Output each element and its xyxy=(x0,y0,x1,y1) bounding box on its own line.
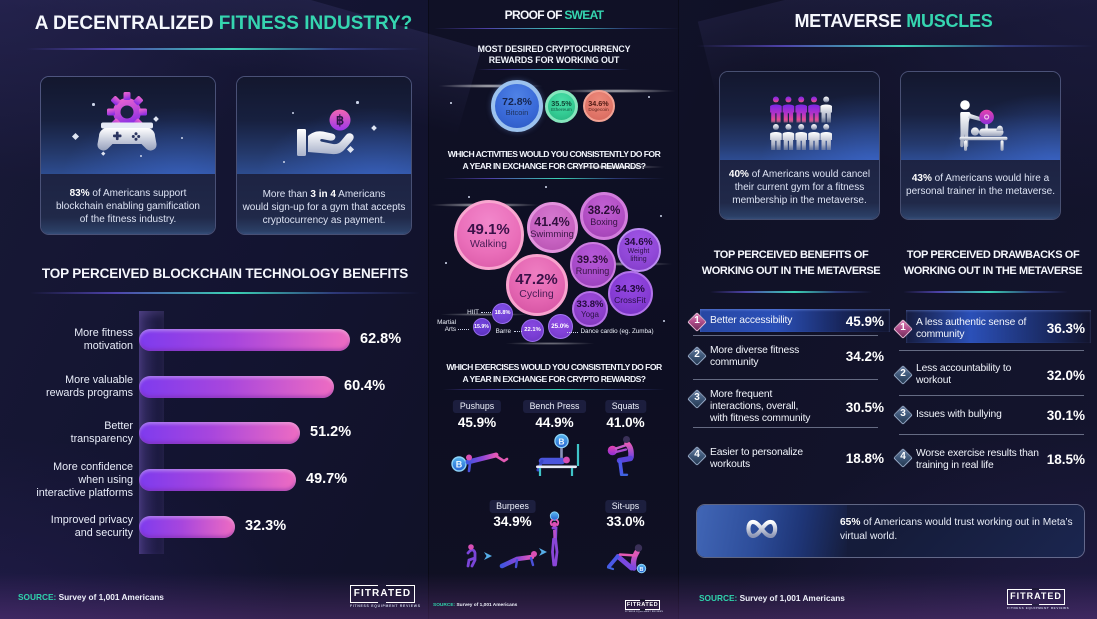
svg-text:฿: ฿ xyxy=(336,113,344,128)
svg-text:B: B xyxy=(456,460,463,470)
svg-text:B: B xyxy=(640,567,644,573)
svg-text:B: B xyxy=(558,436,564,446)
